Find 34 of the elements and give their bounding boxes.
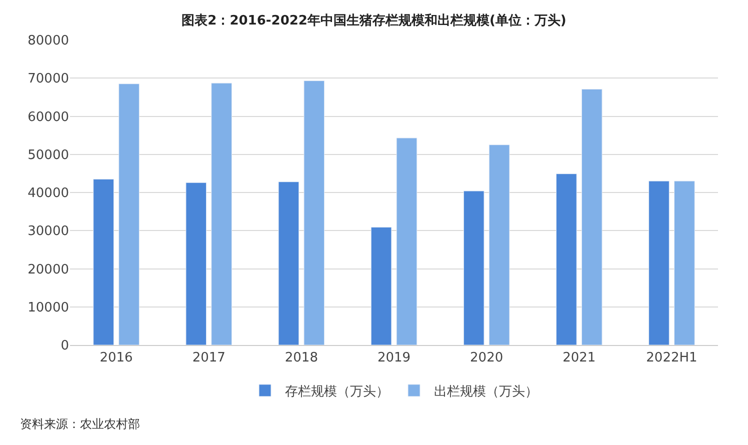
bar	[118, 84, 140, 345]
x-tick-label: 2018	[284, 350, 318, 366]
bar	[186, 182, 207, 345]
bar	[370, 226, 392, 345]
y-tick-label: 70000	[28, 72, 69, 87]
bar	[304, 80, 325, 345]
bar	[93, 178, 114, 345]
x-tick-label: 2017	[192, 350, 226, 366]
x-tick-label: 2021	[562, 350, 596, 366]
legend-label: 出栏规模（万头）	[434, 384, 538, 400]
y-tick-label: 60000	[28, 110, 69, 125]
x-tick-label: 2022H1	[646, 350, 698, 366]
y-tick-label: 80000	[28, 34, 69, 49]
x-tick-label: 2016	[100, 350, 133, 366]
bar	[278, 182, 300, 345]
bar	[648, 180, 670, 345]
bar	[488, 144, 510, 345]
bar	[396, 138, 418, 345]
y-tick-label: 30000	[28, 224, 69, 240]
bar	[463, 190, 484, 345]
chart-title: 图表2：2016-2022年中国生猪存栏规模和出栏规模(单位：万头)	[182, 12, 566, 29]
y-tick-label: 0	[60, 338, 69, 354]
y-tick-label: 50000	[28, 148, 69, 163]
y-tick-label: 40000	[28, 186, 69, 202]
bar	[581, 88, 602, 345]
bar	[556, 174, 577, 345]
y-tick-label: 10000	[28, 300, 69, 316]
x-tick-label: 2019	[377, 350, 411, 366]
bar	[674, 180, 695, 345]
x-tick-label: 2020	[470, 350, 504, 366]
y-tick-label: 20000	[28, 262, 69, 278]
text: 资料来源：农业农村部	[20, 417, 140, 431]
legend-label: 存栏规模（万头）	[285, 384, 389, 400]
bar	[211, 82, 232, 345]
